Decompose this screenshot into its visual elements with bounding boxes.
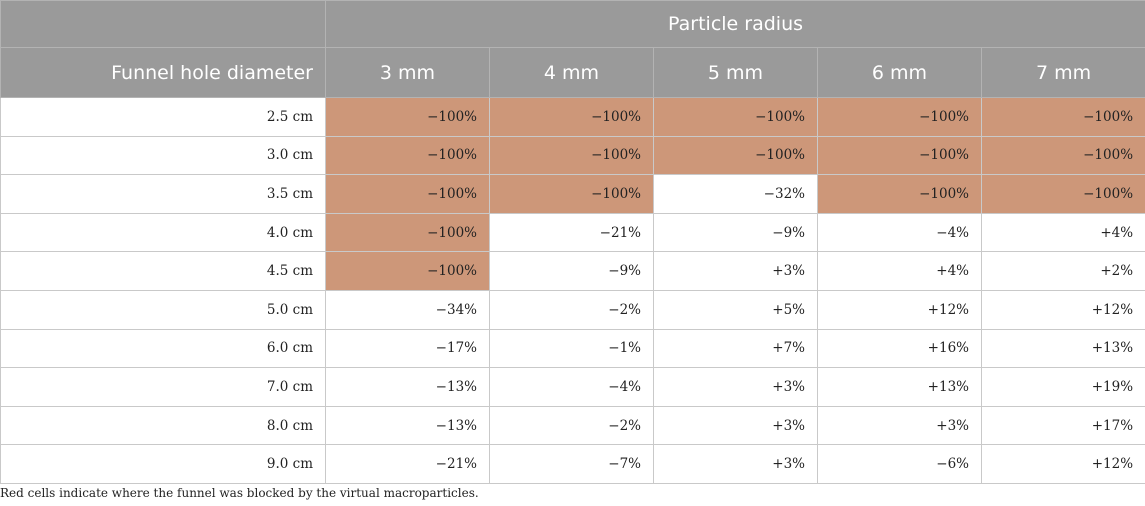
table-cell: +4% [980,212,1145,253]
row-diameter-label: 3.0 cm [0,135,326,176]
table-cell: +4% [817,251,982,291]
radius-header-3mm: 3 mm [325,47,490,98]
table-cell: −13% [325,405,490,446]
table-cell: +3% [653,251,818,291]
table-row: 4.5 cm −100% −9% +3% +4% +2% [0,251,1145,291]
table-cell: +12% [980,289,1145,330]
table-cell: −1% [489,328,654,369]
results-table: Particle radius Funnel hole diameter 3 m… [0,0,1145,484]
funnel-hole-diameter-header: Funnel hole diameter [0,47,326,98]
table-cell: −21% [325,444,490,484]
table-cell: +13% [817,367,982,407]
row-diameter-label: 2.5 cm [0,97,326,137]
table-cell: −100% [980,174,1145,214]
table-cell: −6% [817,444,982,484]
table-cell: +12% [980,444,1145,484]
table-cell: −34% [325,289,490,330]
radius-header-6mm: 6 mm [817,47,982,98]
table-cell: −100% [489,174,654,214]
table-cell: −100% [325,212,490,253]
row-diameter-label: 7.0 cm [0,367,326,407]
table-cell: −100% [489,135,654,176]
table-body: 2.5 cm −100% −100% −100% −100% −100% 3.0 cm −10… [0,97,1145,484]
row-diameter-label: 5.0 cm [0,289,326,330]
table-row: 2.5 cm −100% −100% −100% −100% −100% [0,97,1145,137]
table-cell: +3% [653,444,818,484]
table-cell: +2% [980,251,1145,291]
table-cell: −100% [980,97,1145,137]
table-row: 5.0 cm −34% −2% +5% +12% +12% [0,289,1145,330]
table-cell: −9% [489,251,654,291]
table-cell: −100% [325,135,490,176]
table-cell: −100% [980,135,1145,176]
table-cell: −100% [817,97,982,137]
row-diameter-label: 8.0 cm [0,405,326,446]
table-row: 6.0 cm −17% −1% +7% +16% +13% [0,328,1145,369]
table-row: 7.0 cm −13% −4% +3% +13% +19% [0,367,1145,407]
table-row: 8.0 cm −13% −2% +3% +3% +17% [0,405,1145,446]
table-cell: −13% [325,367,490,407]
radius-header-4mm: 4 mm [489,47,654,98]
table-cell: −17% [325,328,490,369]
table-row: 3.5 cm −100% −100% −32% −100% −100% [0,174,1145,214]
header-corner [0,0,326,48]
table-cell: +7% [653,328,818,369]
table-cell: −9% [653,212,818,253]
table-cell: −100% [489,97,654,137]
table-cell: +19% [980,367,1145,407]
table-cell: −100% [325,97,490,137]
table-cell: −100% [325,174,490,214]
table-cell: −100% [817,174,982,214]
table-cell: +16% [817,328,982,369]
table-cell: +5% [653,289,818,330]
table-cell: −100% [817,135,982,176]
table-cell: −100% [653,135,818,176]
table-cell: −32% [653,174,818,214]
table-row: 4.0 cm −100% −21% −9% −4% +4% [0,212,1145,253]
table-cell: −4% [489,367,654,407]
radius-header-7mm: 7 mm [980,47,1145,98]
table-row: 3.0 cm −100% −100% −100% −100% −100% [0,135,1145,176]
table-footnote: Red cells indicate where the funnel was … [0,486,479,500]
table-row: 9.0 cm −21% −7% +3% −6% +12% [0,444,1145,484]
table-cell: +12% [817,289,982,330]
table-cell: +3% [653,405,818,446]
table-cell: +13% [980,328,1145,369]
table-cell: −100% [653,97,818,137]
table-cell: +3% [817,405,982,446]
row-diameter-label: 9.0 cm [0,444,326,484]
table-cell: −2% [489,289,654,330]
table-cell: −7% [489,444,654,484]
table-cell: −100% [325,251,490,291]
table-cell: +17% [980,405,1145,446]
radius-header-5mm: 5 mm [653,47,818,98]
table-cell: +3% [653,367,818,407]
table-cell: −4% [817,212,982,253]
row-diameter-label: 6.0 cm [0,328,326,369]
table-header: Particle radius Funnel hole diameter 3 m… [0,0,1145,98]
row-diameter-label: 4.5 cm [0,251,326,291]
row-diameter-label: 4.0 cm [0,212,326,253]
particle-radius-header: Particle radius [324,0,1145,48]
table-cell: −21% [489,212,654,253]
row-diameter-label: 3.5 cm [0,174,326,214]
table-cell: −2% [489,405,654,446]
